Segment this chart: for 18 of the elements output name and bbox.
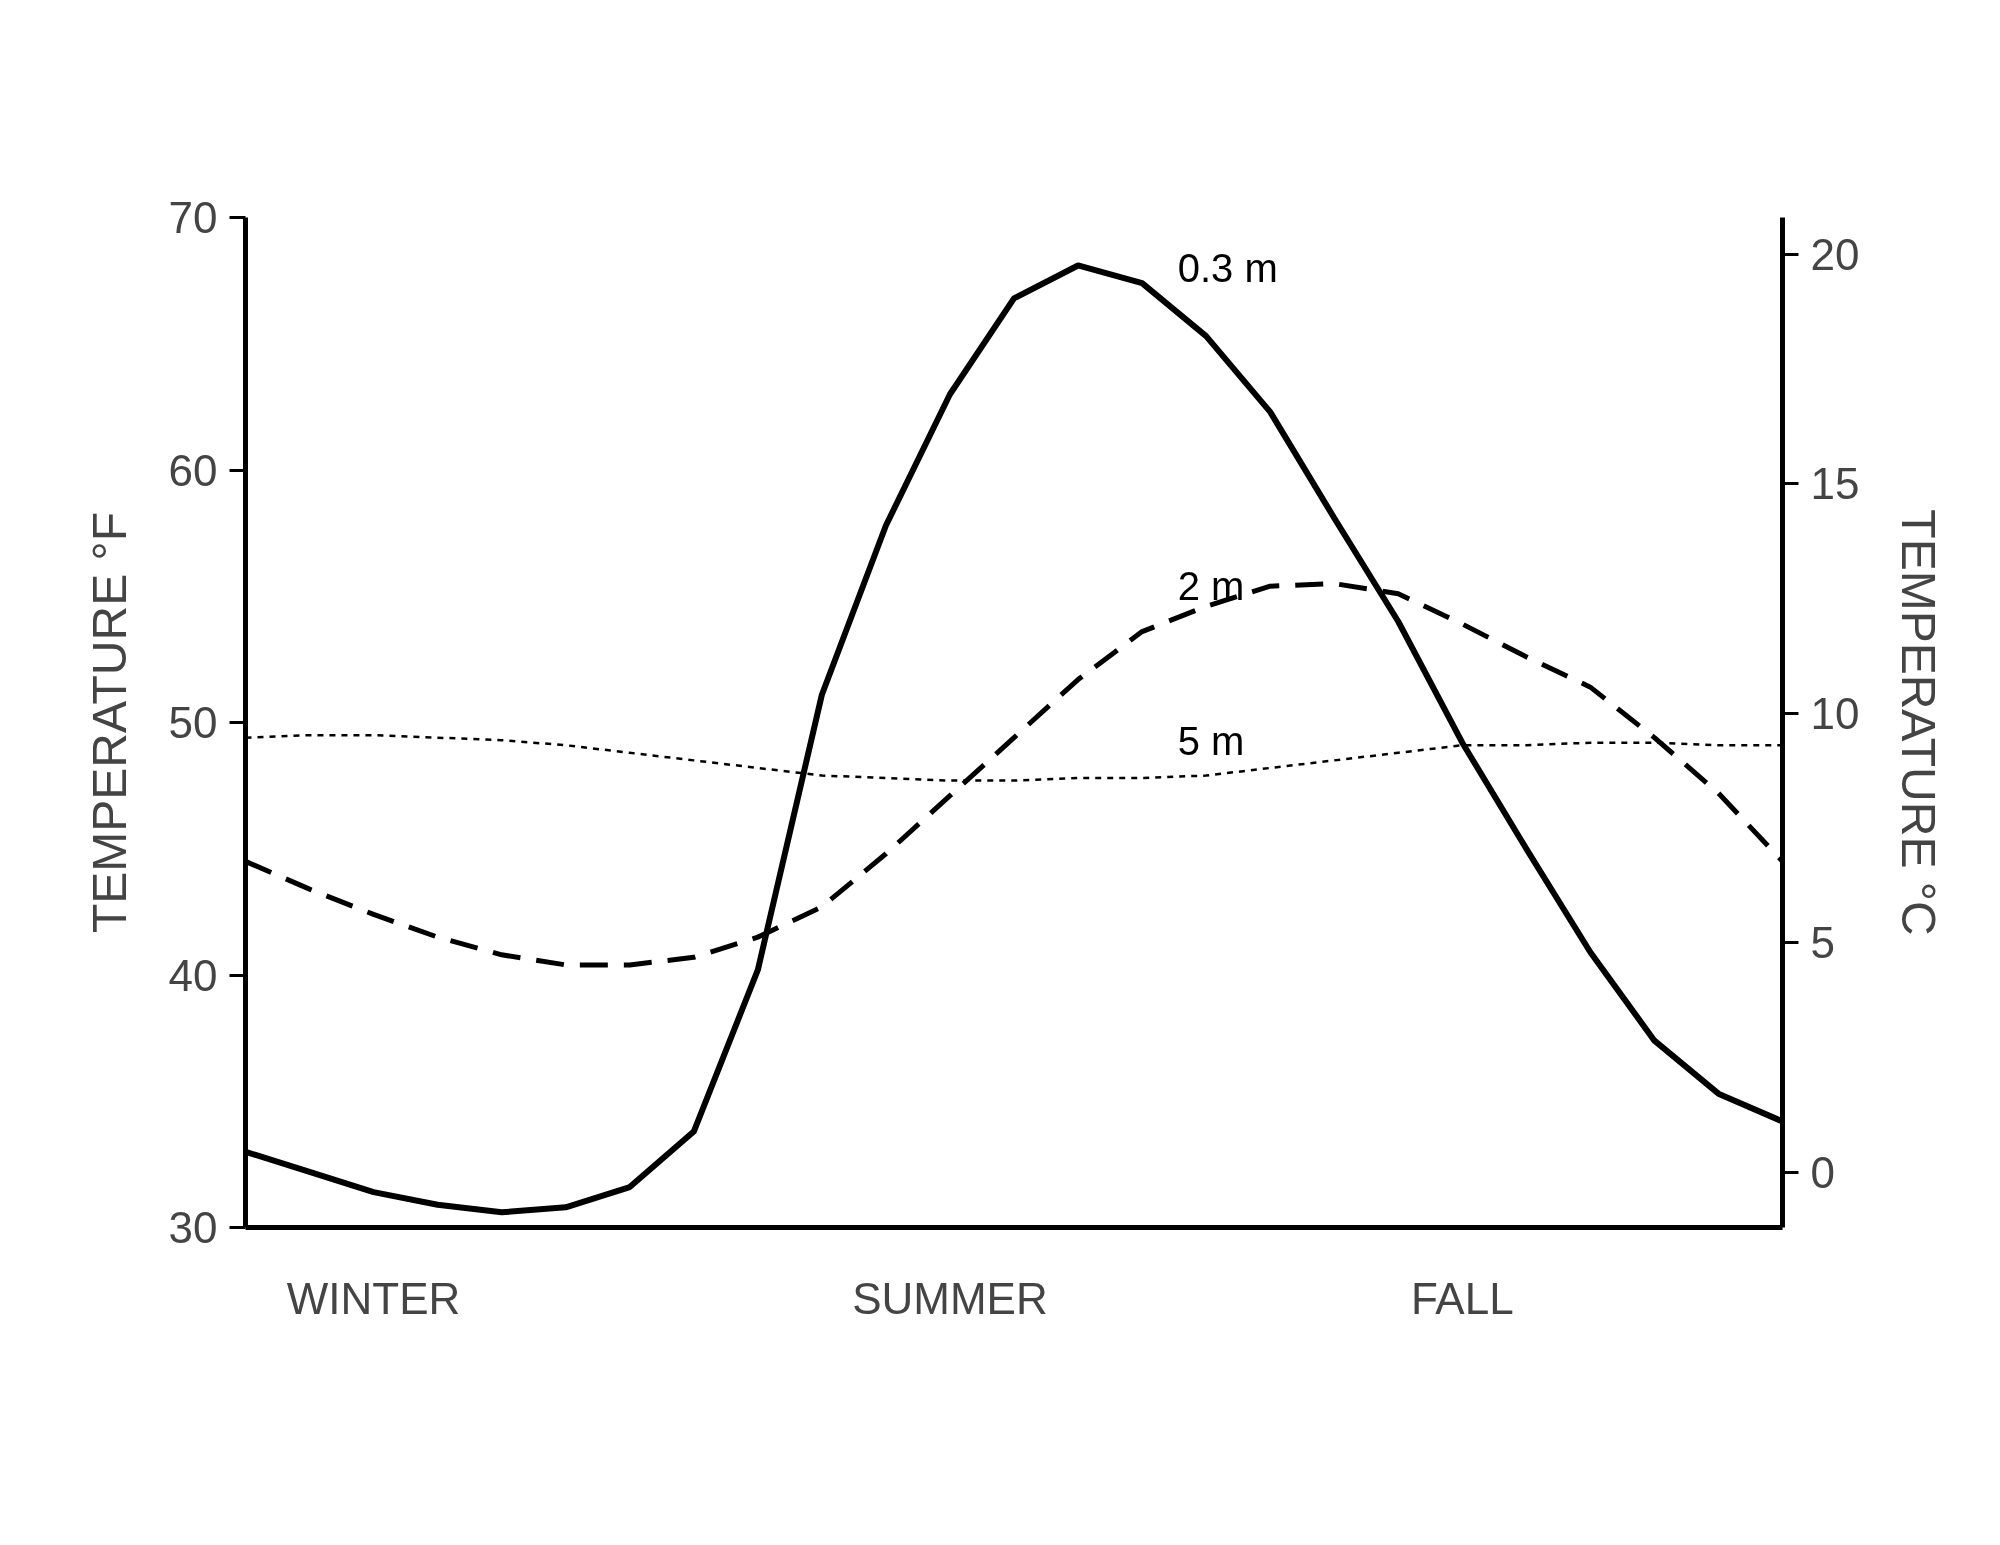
x-tick-label: FALL [1410,1273,1514,1323]
y-tick-label: 40 [168,950,218,1000]
y2-tick-label: 0 [1810,1147,1835,1197]
y-tick-label: 70 [168,193,218,242]
y2-tick-label: 15 [1810,459,1860,509]
x-tick-label: SUMMER [852,1273,1048,1323]
series-label: 0.3 m [1177,246,1278,291]
series-label: 5 m [1177,719,1245,764]
y-tick-label: 60 [168,445,218,495]
y2-tick-label: 20 [1810,229,1860,279]
x-tick-label: WINTER [286,1273,461,1323]
y2-tick-label: 5 [1810,918,1835,968]
y-axis-title: TEMPERATURE °F [82,512,136,933]
series-label: 2 m [1177,563,1245,608]
y2-tick-label: 10 [1810,688,1860,738]
y-tick-label: 30 [168,1203,218,1252]
y-tick-label: 50 [168,698,218,747]
y2-axis-title: TEMPERATURE °C [1892,509,1946,936]
